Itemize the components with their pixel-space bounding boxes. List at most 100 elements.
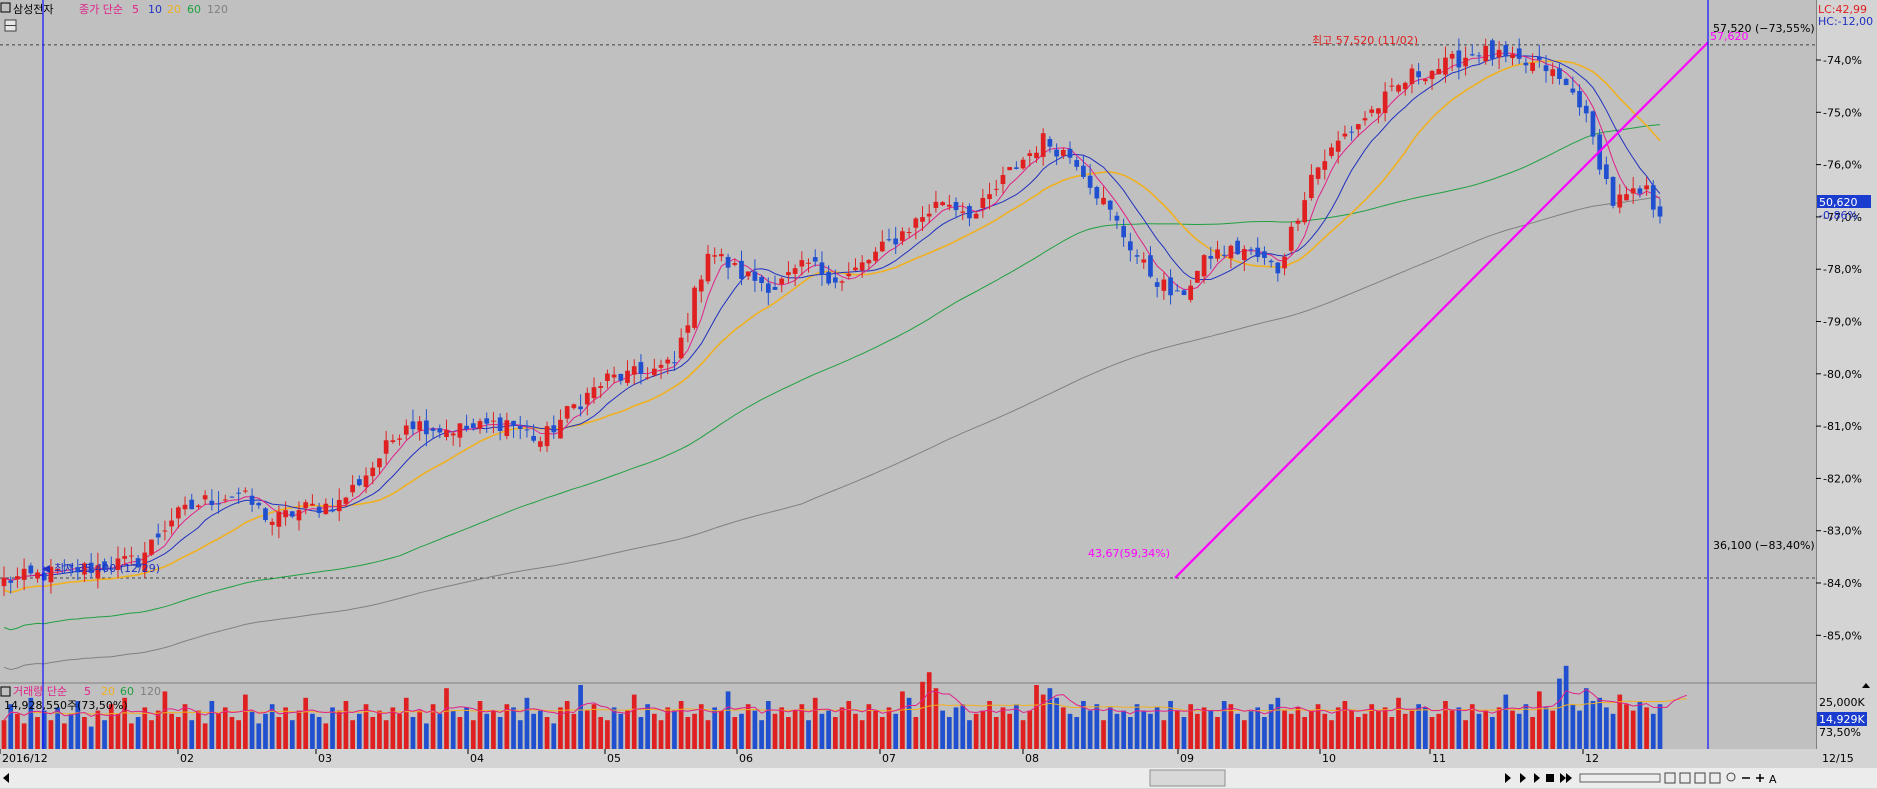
candle[interactable]: [1570, 88, 1576, 93]
candle[interactable]: [933, 201, 939, 208]
candle[interactable]: [1087, 175, 1093, 188]
candle[interactable]: [672, 362, 677, 364]
volume-bar[interactable]: [417, 710, 423, 749]
candle[interactable]: [1114, 215, 1120, 221]
volume-bar[interactable]: [1550, 710, 1556, 749]
volume-bar[interactable]: [464, 707, 469, 749]
candle[interactable]: [940, 202, 945, 206]
volume-bar[interactable]: [256, 723, 262, 749]
candle[interactable]: [1637, 188, 1643, 194]
volume-bar[interactable]: [1577, 710, 1582, 749]
volume-bar[interactable]: [853, 713, 858, 749]
candle[interactable]: [108, 568, 114, 570]
candle[interactable]: [115, 558, 121, 570]
volume-bar[interactable]: [236, 720, 242, 749]
volume-bar[interactable]: [1000, 707, 1006, 749]
volume-bar[interactable]: [1101, 720, 1106, 749]
candle[interactable]: [1208, 255, 1214, 259]
volume-bar[interactable]: [786, 717, 791, 749]
volume-bar[interactable]: [1322, 713, 1328, 749]
candle[interactable]: [330, 509, 335, 512]
volume-bar[interactable]: [625, 710, 630, 749]
volume-bar[interactable]: [135, 717, 141, 749]
volume-bar[interactable]: [1060, 707, 1066, 749]
candle[interactable]: [1288, 226, 1294, 251]
candle[interactable]: [1617, 194, 1623, 208]
horizontal-scrollbar[interactable]: A: [0, 768, 1877, 788]
volume-bar[interactable]: [1161, 720, 1167, 749]
candle[interactable]: [698, 279, 704, 292]
volume-bar[interactable]: [410, 717, 416, 749]
candle[interactable]: [799, 260, 805, 267]
candle[interactable]: [1241, 248, 1247, 261]
candle[interactable]: [28, 565, 34, 574]
scroll-left-icon[interactable]: [3, 773, 9, 783]
volume-bar[interactable]: [450, 710, 456, 749]
volume-bar[interactable]: [430, 704, 436, 749]
volume-bar[interactable]: [28, 697, 34, 749]
candle[interactable]: [202, 495, 208, 500]
volume-bar[interactable]: [792, 710, 798, 749]
volume-bar[interactable]: [182, 704, 188, 749]
candle[interactable]: [1590, 111, 1596, 137]
candle[interactable]: [310, 503, 315, 506]
volume-bar[interactable]: [1362, 713, 1368, 749]
volume-bar[interactable]: [202, 723, 208, 749]
volume-bar[interactable]: [437, 713, 443, 749]
volume-bar[interactable]: [68, 713, 74, 749]
candle[interactable]: [658, 364, 664, 368]
scroll-right-icon[interactable]: [1505, 773, 1511, 783]
volume-bar[interactable]: [1557, 678, 1562, 749]
volume-bar[interactable]: [1436, 713, 1442, 749]
volume-bar[interactable]: [779, 707, 785, 749]
candle[interactable]: [383, 440, 389, 454]
volume-bar[interactable]: [1087, 710, 1093, 749]
candle[interactable]: [390, 440, 396, 443]
volume-bar[interactable]: [95, 710, 101, 749]
candle[interactable]: [960, 211, 966, 213]
volume-bar[interactable]: [1288, 713, 1294, 749]
volume-bar[interactable]: [1034, 685, 1039, 749]
volume-bar[interactable]: [149, 720, 154, 749]
volume-bar[interactable]: [1241, 720, 1247, 749]
candle[interactable]: [1134, 255, 1140, 257]
candle[interactable]: [826, 271, 831, 284]
candle[interactable]: [712, 255, 718, 257]
volume-bar[interactable]: [1543, 707, 1549, 749]
candle[interactable]: [1342, 133, 1348, 137]
candle[interactable]: [719, 254, 724, 257]
volume-bar[interactable]: [196, 710, 201, 749]
candle[interactable]: [497, 417, 503, 431]
volume-bar[interactable]: [879, 717, 885, 749]
candle[interactable]: [638, 362, 644, 374]
volume-bar[interactable]: [1054, 697, 1059, 749]
candle[interactable]: [1188, 285, 1194, 300]
candle[interactable]: [1201, 255, 1207, 277]
candle[interactable]: [1074, 160, 1080, 167]
volume-bar[interactable]: [1302, 717, 1308, 749]
volume-bar[interactable]: [229, 717, 235, 749]
volume-bar[interactable]: [1610, 713, 1616, 749]
candle[interactable]: [470, 423, 476, 428]
volume-bar[interactable]: [1020, 720, 1026, 749]
candle[interactable]: [1557, 68, 1562, 79]
volume-bar[interactable]: [390, 707, 396, 749]
volume-bar[interactable]: [336, 710, 342, 749]
candle[interactable]: [812, 257, 818, 262]
candle[interactable]: [1215, 249, 1220, 259]
play-icon[interactable]: [1534, 773, 1540, 783]
volume-bar[interactable]: [1228, 704, 1234, 749]
volume-bar[interactable]: [1181, 717, 1187, 749]
volume-bar[interactable]: [350, 720, 355, 749]
candle[interactable]: [1282, 256, 1287, 269]
candle[interactable]: [377, 458, 382, 468]
volume-bar[interactable]: [504, 704, 510, 749]
candle[interactable]: [631, 366, 637, 375]
volume-bar[interactable]: [759, 720, 764, 749]
volume-bar[interactable]: [1329, 720, 1334, 749]
candle[interactable]: [1389, 85, 1395, 87]
candle[interactable]: [1516, 48, 1522, 59]
candle[interactable]: [1604, 164, 1609, 180]
candle[interactable]: [269, 521, 275, 525]
volume-bar[interactable]: [1476, 713, 1482, 749]
